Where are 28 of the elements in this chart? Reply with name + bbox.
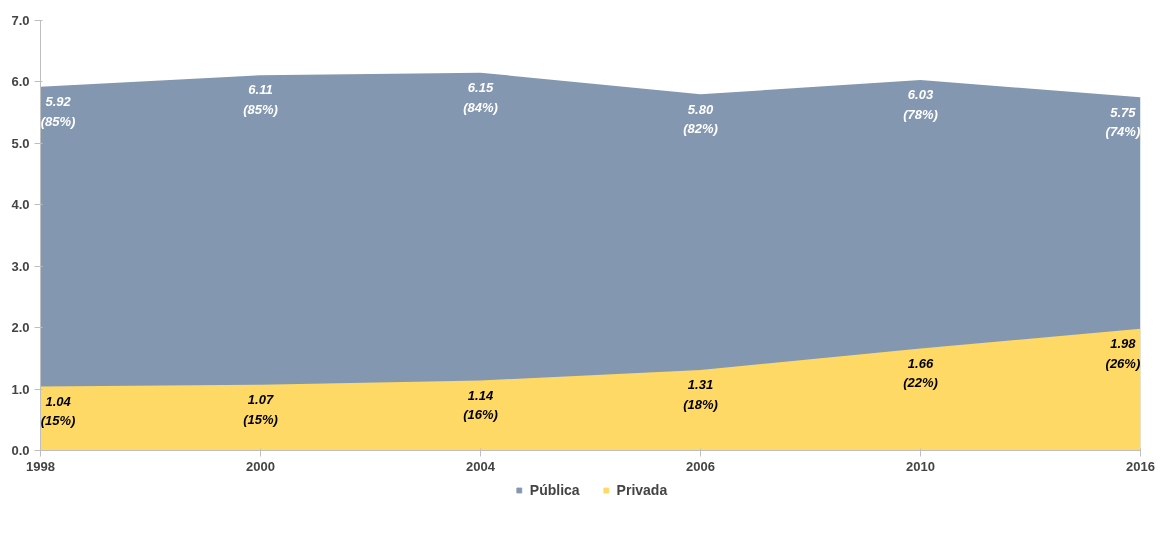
data-label: 5.92 (85%) [40, 94, 76, 129]
x-tick-label: 1998 [26, 458, 55, 474]
x-tick-label: 2004 [466, 458, 496, 474]
y-tick-label: 3.0 [11, 258, 30, 274]
data-label: 1.04 (15%) [40, 393, 76, 429]
data-label: 1.66 (22%) [903, 355, 938, 391]
y-tick-label: 7.0 [11, 13, 30, 28]
data-label: 6.15 (84%) [463, 80, 498, 115]
data-label: 1.07 (15%) [243, 392, 278, 427]
data-label: 5.80 (82%) [683, 101, 718, 137]
data-label: 5.75 (74%) [1105, 104, 1141, 140]
y-tick-label: 5.0 [11, 135, 30, 151]
data-label: 1.14 (16%) [463, 387, 498, 423]
y-tick-label: 1.0 [11, 381, 30, 397]
y-tick-label: 0.0 [11, 443, 30, 458]
x-tick-label: 2000 [246, 458, 275, 474]
x-tick-label: 2006 [686, 458, 715, 474]
data-label: 6.11 (85%) [243, 82, 278, 117]
x-tick-label: 2010 [906, 458, 935, 474]
y-tick-label: 4.0 [11, 197, 30, 213]
data-label: 1.98 (26%) [1105, 336, 1141, 371]
y-tick-label: 6.0 [11, 74, 30, 90]
legend-label: Privada [616, 482, 668, 498]
data-label: 1.31 (18%) [683, 377, 718, 412]
legend-label: Pública [529, 482, 580, 498]
y-tick-label: 2.0 [11, 320, 30, 336]
x-tick-label: 2016 [1126, 458, 1155, 474]
data-label: 6.03 (78%) [903, 87, 938, 122]
